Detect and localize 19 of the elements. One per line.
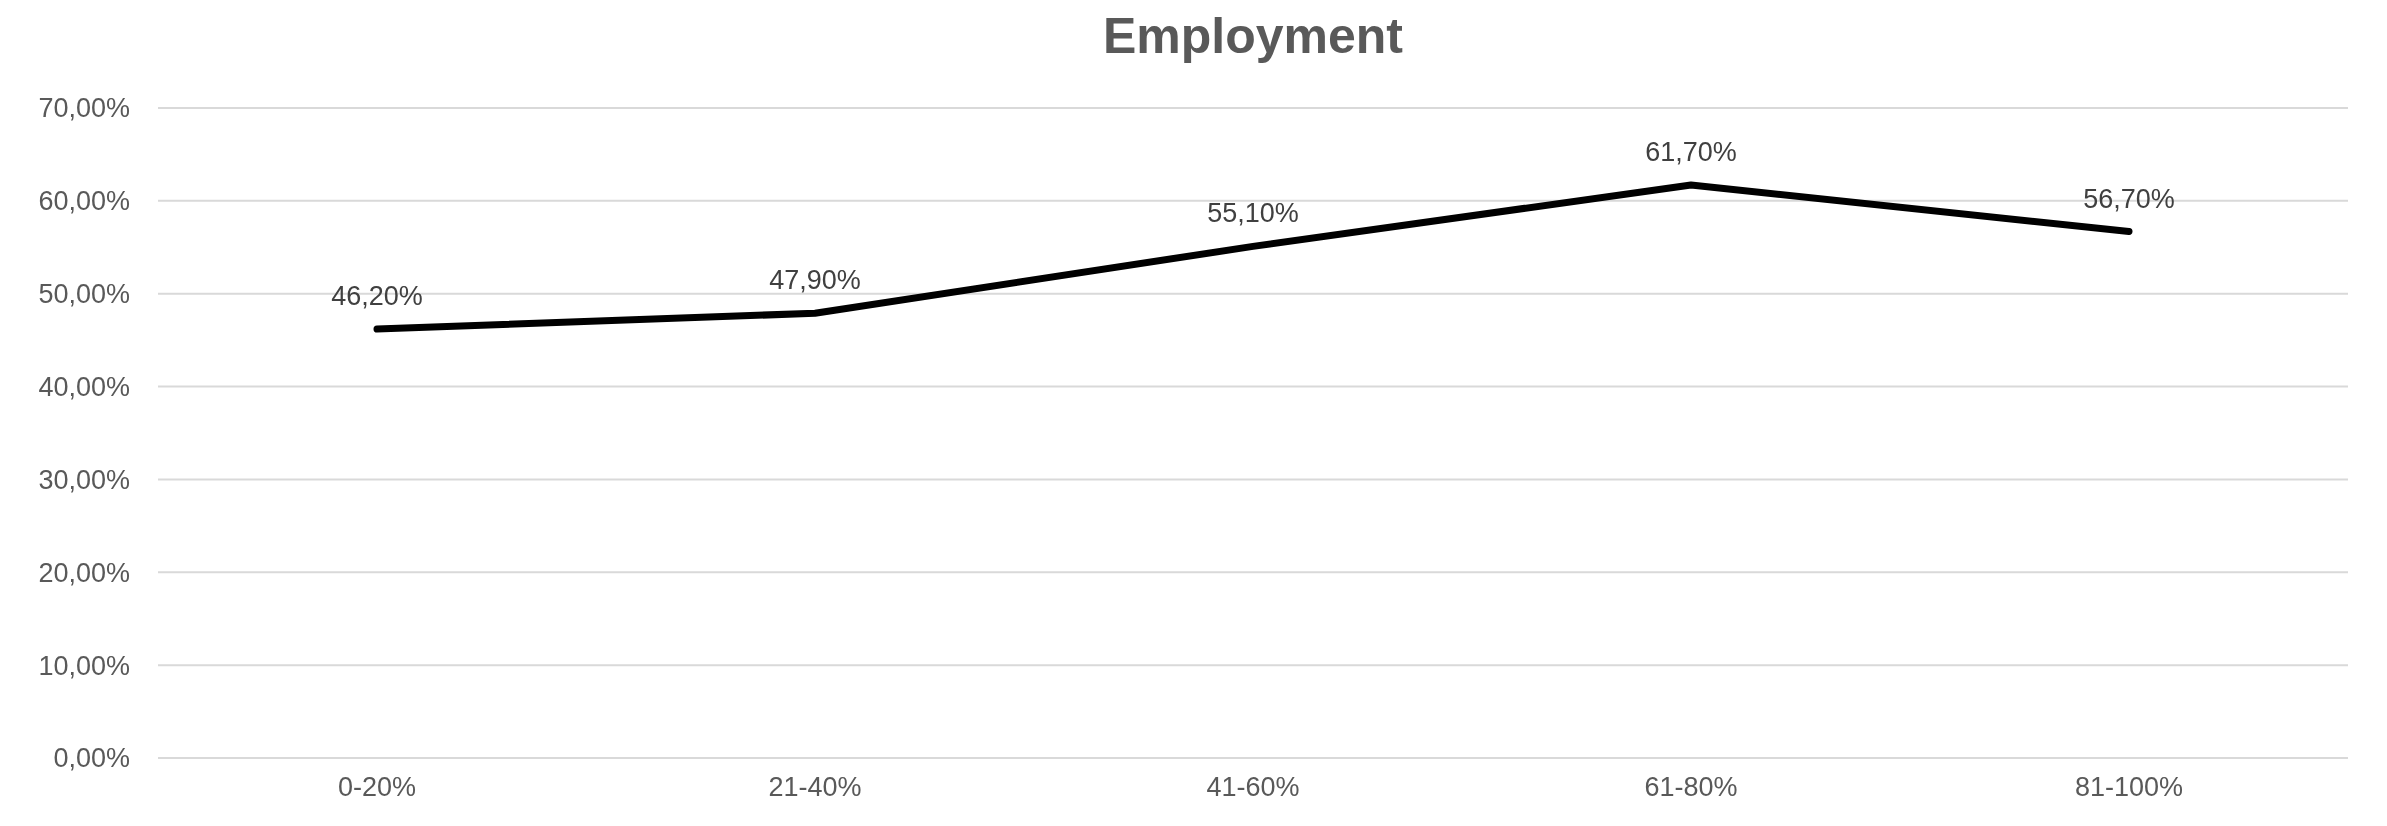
data-label: 46,20% xyxy=(331,281,423,311)
y-tick-label: 10,00% xyxy=(38,650,130,681)
y-tick-label: 70,00% xyxy=(38,93,130,124)
data-label: 61,70% xyxy=(1645,137,1737,168)
x-tick-label: 81-100% xyxy=(2074,772,2184,802)
y-tick-label: 30,00% xyxy=(38,464,130,495)
data-label: 56,70% xyxy=(2083,183,2175,214)
data-label: 55,10% xyxy=(1207,198,1299,229)
x-tick-label: 61-80% xyxy=(1644,772,1738,802)
x-tick-label: 41-60% xyxy=(1206,772,1300,802)
y-tick-label: 40,00% xyxy=(38,372,130,403)
chart-title: Employment xyxy=(1102,8,1404,64)
y-tick-label: 50,00% xyxy=(38,279,130,310)
x-tick-label: 21-40% xyxy=(768,772,862,802)
x-tick-label: 0-20% xyxy=(337,772,417,802)
data-label: 47,90% xyxy=(769,265,861,296)
y-tick-label: 0,00% xyxy=(53,743,130,774)
y-tick-label: 60,00% xyxy=(38,186,130,217)
y-tick-label: 20,00% xyxy=(38,557,130,588)
